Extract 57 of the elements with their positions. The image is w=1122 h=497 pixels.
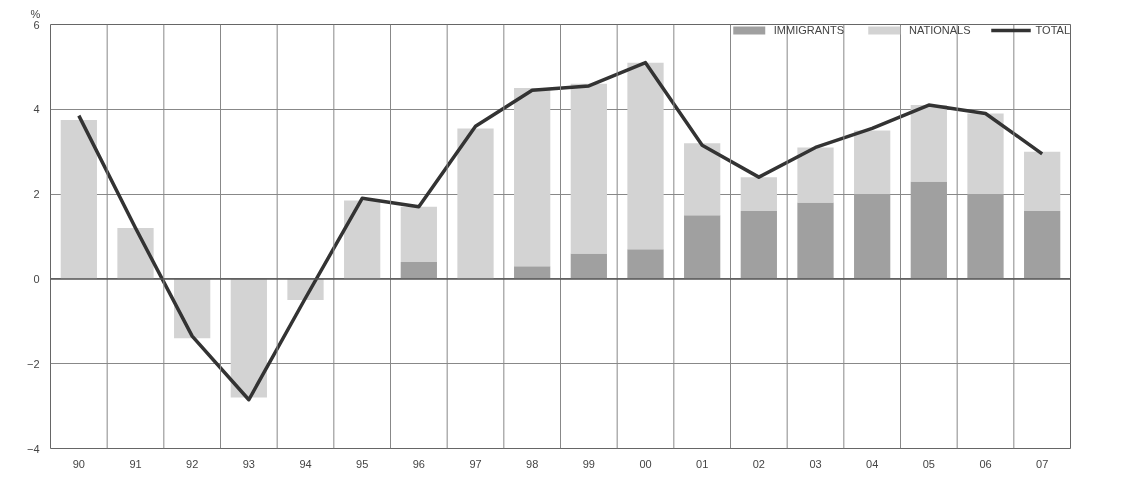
bar xyxy=(570,83,607,254)
x-tick-label: 05 xyxy=(922,457,935,470)
x-tick-label: 07 xyxy=(1036,457,1049,470)
x-tick-label: 93 xyxy=(242,457,255,470)
x-tick-label: 96 xyxy=(412,457,425,470)
y-tick-label: 2 xyxy=(33,188,40,201)
x-tick-label: 03 xyxy=(809,457,822,470)
bar xyxy=(1024,211,1061,279)
x-tick-label: 95 xyxy=(356,457,369,470)
bar xyxy=(1024,151,1061,212)
bar xyxy=(910,181,947,279)
x-tick-label: 90 xyxy=(72,457,85,470)
x-tick-label: 04 xyxy=(866,457,879,470)
bar xyxy=(910,105,947,182)
x-tick-label: 02 xyxy=(752,457,765,470)
x-tick-label: 01 xyxy=(696,457,709,470)
bar xyxy=(514,266,551,279)
bar xyxy=(967,113,1004,195)
bar xyxy=(457,128,494,279)
bar xyxy=(400,206,437,262)
y-tick-label: −4 xyxy=(26,442,40,455)
bar xyxy=(797,147,834,203)
bar xyxy=(60,119,97,279)
x-tick-label: 99 xyxy=(582,457,595,470)
bar xyxy=(854,130,891,195)
bar xyxy=(627,62,664,250)
bar xyxy=(740,177,777,212)
bar xyxy=(684,143,721,216)
x-tick-label: 91 xyxy=(129,457,142,470)
y-tick-label: −2 xyxy=(26,357,40,370)
y-tick-label: 6 xyxy=(33,18,40,31)
legend-label: TOTAL xyxy=(1035,24,1070,36)
bar xyxy=(400,261,437,279)
line-series xyxy=(77,60,1044,402)
x-tick-label: 00 xyxy=(639,457,652,470)
bar xyxy=(797,202,834,279)
bar xyxy=(570,253,607,279)
bar xyxy=(684,215,721,279)
y-axis-title: % xyxy=(30,7,41,20)
y-tick-label: 0 xyxy=(33,272,40,285)
bar xyxy=(514,88,551,267)
x-tick-label: 94 xyxy=(299,457,312,470)
bar xyxy=(230,278,267,398)
x-tick-label: 97 xyxy=(469,457,482,470)
bar xyxy=(967,194,1004,279)
bar xyxy=(627,249,664,279)
x-tick-label: 92 xyxy=(186,457,199,470)
x-tick-label: 98 xyxy=(526,457,539,470)
x-tick-label: 06 xyxy=(979,457,992,470)
bar xyxy=(344,200,381,279)
bar xyxy=(174,278,211,339)
legend-label: IMMIGRANTS xyxy=(773,24,845,36)
bar xyxy=(854,194,891,279)
bar xyxy=(117,228,154,279)
bar xyxy=(740,211,777,279)
legend-label: NATIONALS xyxy=(909,24,971,36)
y-tick-label: 4 xyxy=(33,103,40,116)
